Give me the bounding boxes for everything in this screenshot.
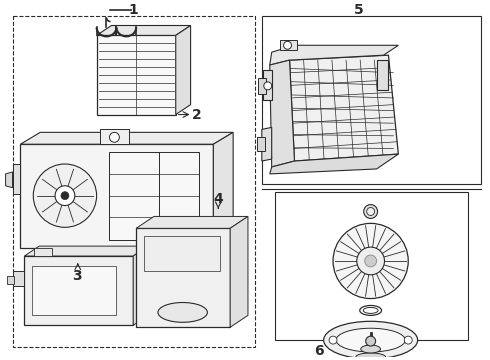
- Bar: [262, 15, 482, 184]
- Ellipse shape: [324, 321, 417, 359]
- Bar: [24, 256, 133, 325]
- Text: 4: 4: [214, 192, 223, 206]
- Ellipse shape: [336, 328, 405, 352]
- Text: 3: 3: [72, 269, 82, 283]
- Polygon shape: [377, 60, 389, 90]
- Circle shape: [364, 204, 378, 219]
- Bar: [280, 40, 297, 50]
- Bar: [6, 276, 15, 284]
- Polygon shape: [13, 164, 21, 194]
- Polygon shape: [21, 132, 233, 144]
- Circle shape: [33, 164, 97, 227]
- Text: 5: 5: [354, 3, 364, 17]
- Ellipse shape: [158, 302, 207, 322]
- Polygon shape: [136, 216, 248, 228]
- Bar: [21, 144, 213, 248]
- Polygon shape: [13, 271, 24, 286]
- Circle shape: [109, 132, 120, 142]
- Bar: [257, 137, 265, 151]
- Circle shape: [366, 336, 376, 346]
- Bar: [109, 152, 198, 240]
- Bar: [144, 236, 220, 271]
- Bar: [32, 266, 117, 315]
- Text: 1: 1: [128, 3, 138, 17]
- Circle shape: [365, 255, 377, 267]
- Circle shape: [55, 186, 75, 206]
- Circle shape: [284, 41, 292, 49]
- Bar: [13, 15, 255, 347]
- Polygon shape: [270, 154, 398, 174]
- Bar: [258, 78, 266, 94]
- Bar: [97, 35, 176, 114]
- Bar: [99, 129, 129, 144]
- Polygon shape: [270, 45, 398, 65]
- Polygon shape: [90, 248, 129, 258]
- Polygon shape: [133, 246, 148, 325]
- Circle shape: [404, 336, 412, 344]
- Text: 6: 6: [315, 344, 324, 358]
- Text: 2: 2: [192, 108, 201, 122]
- Polygon shape: [5, 172, 13, 188]
- Polygon shape: [230, 216, 248, 327]
- Bar: [136, 228, 230, 327]
- Circle shape: [329, 336, 337, 344]
- Polygon shape: [270, 60, 294, 167]
- Polygon shape: [290, 55, 398, 161]
- Bar: [34, 248, 52, 256]
- Polygon shape: [50, 248, 80, 263]
- Circle shape: [333, 223, 408, 298]
- Polygon shape: [262, 127, 272, 161]
- Bar: [275, 192, 467, 340]
- Circle shape: [61, 192, 69, 200]
- Ellipse shape: [361, 345, 381, 353]
- Polygon shape: [97, 26, 191, 35]
- Circle shape: [367, 207, 374, 215]
- Circle shape: [264, 82, 272, 90]
- Circle shape: [357, 247, 385, 275]
- Polygon shape: [263, 70, 272, 100]
- Polygon shape: [24, 246, 148, 256]
- Polygon shape: [213, 132, 233, 248]
- Polygon shape: [176, 26, 191, 114]
- Ellipse shape: [356, 353, 386, 360]
